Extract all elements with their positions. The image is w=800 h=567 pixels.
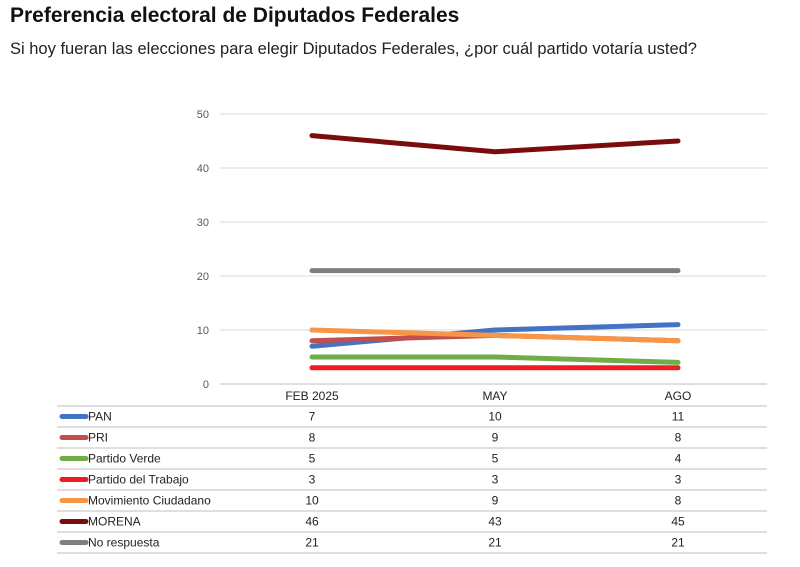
- table-value: 21: [305, 536, 319, 550]
- table-value: 5: [492, 452, 499, 466]
- y-tick-label: 20: [197, 271, 209, 283]
- legend-label: Partido del Trabajo: [88, 473, 189, 487]
- series-line-movimiento-ciudadano: [309, 327, 681, 344]
- table-value: 4: [675, 452, 682, 466]
- legend-label: No respuesta: [88, 536, 160, 550]
- table-value: 7: [309, 410, 316, 424]
- table-value: 3: [309, 473, 316, 487]
- y-tick-label: 40: [197, 163, 209, 175]
- y-tick-label: 10: [197, 325, 209, 337]
- y-tick-label: 0: [203, 379, 209, 391]
- table-value: 43: [488, 515, 502, 529]
- legend-label: PAN: [88, 410, 112, 424]
- table-value: 9: [492, 494, 499, 508]
- table-value: 10: [488, 410, 502, 424]
- table-value: 10: [305, 494, 319, 508]
- table-value: 5: [309, 452, 316, 466]
- table-value: 8: [675, 494, 682, 508]
- legend-label: Movimiento Ciudadano: [88, 494, 211, 508]
- series-line-morena: [309, 133, 681, 155]
- table-value: 45: [671, 515, 685, 529]
- x-tick-label: FEB 2025: [285, 389, 339, 403]
- table-value: 3: [675, 473, 682, 487]
- table-value: 21: [671, 536, 685, 550]
- table-value: 8: [309, 431, 316, 445]
- legend-label: MORENA: [88, 515, 141, 529]
- table-value: 21: [488, 536, 502, 550]
- table-value: 3: [492, 473, 499, 487]
- chart-title: Preferencia electoral de Diputados Feder…: [10, 4, 460, 27]
- y-tick-label: 50: [197, 109, 209, 121]
- table-value: 46: [305, 515, 319, 529]
- table-value: 9: [492, 431, 499, 445]
- series-line-partido-verde: [309, 354, 681, 365]
- table-value: 8: [675, 431, 682, 445]
- legend-label: Partido Verde: [88, 452, 161, 466]
- y-tick-label: 30: [197, 217, 209, 229]
- x-tick-label: AGO: [665, 389, 692, 403]
- legend-label: PRI: [88, 431, 108, 445]
- table-value: 11: [672, 410, 685, 424]
- chart-subtitle: Si hoy fueran las elecciones para elegir…: [10, 40, 697, 58]
- x-tick-label: MAY: [482, 389, 507, 403]
